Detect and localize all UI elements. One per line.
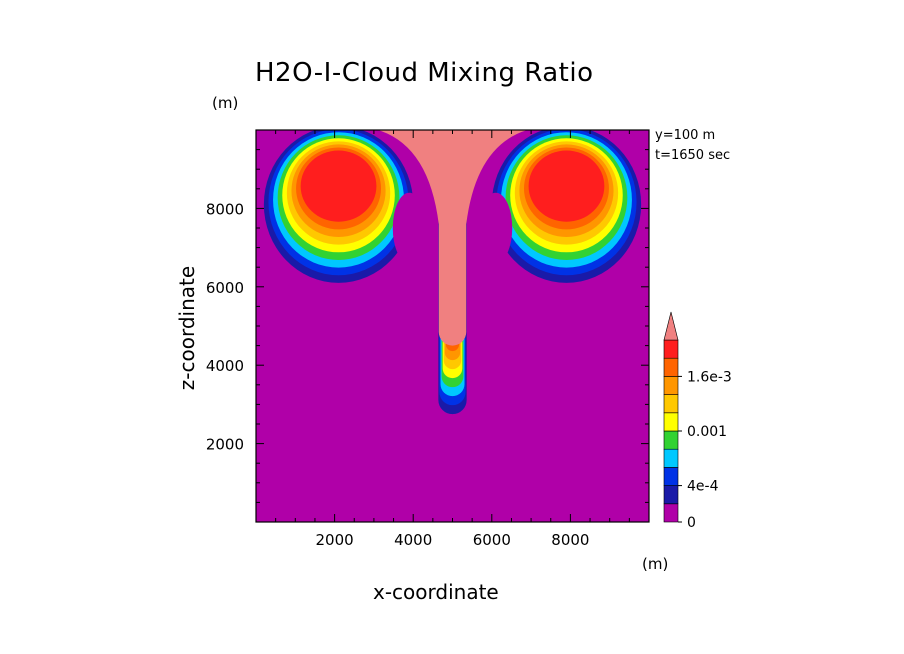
colorbar-segment	[663, 448, 679, 468]
colorbar: 0 4e-4 0.001 1.6e-3	[663, 311, 732, 531]
colorbar-arrow	[663, 311, 679, 341]
core-plume	[377, 130, 528, 346]
y-tick-label: 6000	[206, 279, 244, 297]
colorbar-label: 4e-4	[687, 479, 719, 495]
y-unit-label: (m)	[212, 94, 239, 112]
y-ticks: 2000 4000 6000 8000	[206, 149, 649, 503]
x-tick-label: 6000	[473, 531, 511, 549]
colorbar-label: 0	[687, 515, 696, 531]
colorbar-label: 0.001	[687, 424, 727, 440]
chart-title: H2O-I-Cloud Mixing Ratio	[255, 58, 594, 88]
colorbar-segment	[663, 485, 679, 505]
colorbar-segment	[663, 376, 679, 395]
x-unit-label: (m)	[642, 555, 669, 573]
cap-lobe	[528, 150, 605, 222]
colorbar-segment	[663, 412, 679, 432]
x-tick-label: 8000	[551, 531, 589, 549]
annotation-y: y=100 m	[655, 128, 716, 143]
colorbar-segment	[663, 339, 679, 359]
colorbar-segment	[663, 467, 679, 486]
colorbar-segment	[663, 394, 679, 414]
lobe-gap	[392, 192, 426, 264]
y-tick-label: 8000	[206, 200, 244, 218]
colorbar-segment	[663, 503, 679, 523]
x-tick-label: 4000	[394, 531, 432, 549]
annotation-t: t=1650 sec	[655, 148, 731, 163]
x-ticks: 2000 4000 6000 8000	[275, 130, 630, 549]
plot-area: 2000 4000 6000 8000 2000 4000 6000 8000	[206, 129, 650, 549]
contour-core	[377, 130, 528, 346]
colorbar-segment	[663, 357, 679, 377]
x-axis-label: x-coordinate	[373, 580, 499, 604]
y-tick-label: 2000	[206, 436, 244, 454]
lobe-gap	[479, 192, 513, 264]
colorbar-segment	[663, 430, 679, 450]
cap-lobe	[300, 150, 377, 222]
y-tick-label: 4000	[206, 357, 244, 375]
colorbar-label: 1.6e-3	[687, 369, 732, 385]
x-tick-label: 2000	[316, 531, 354, 549]
contour-fill	[263, 130, 642, 415]
